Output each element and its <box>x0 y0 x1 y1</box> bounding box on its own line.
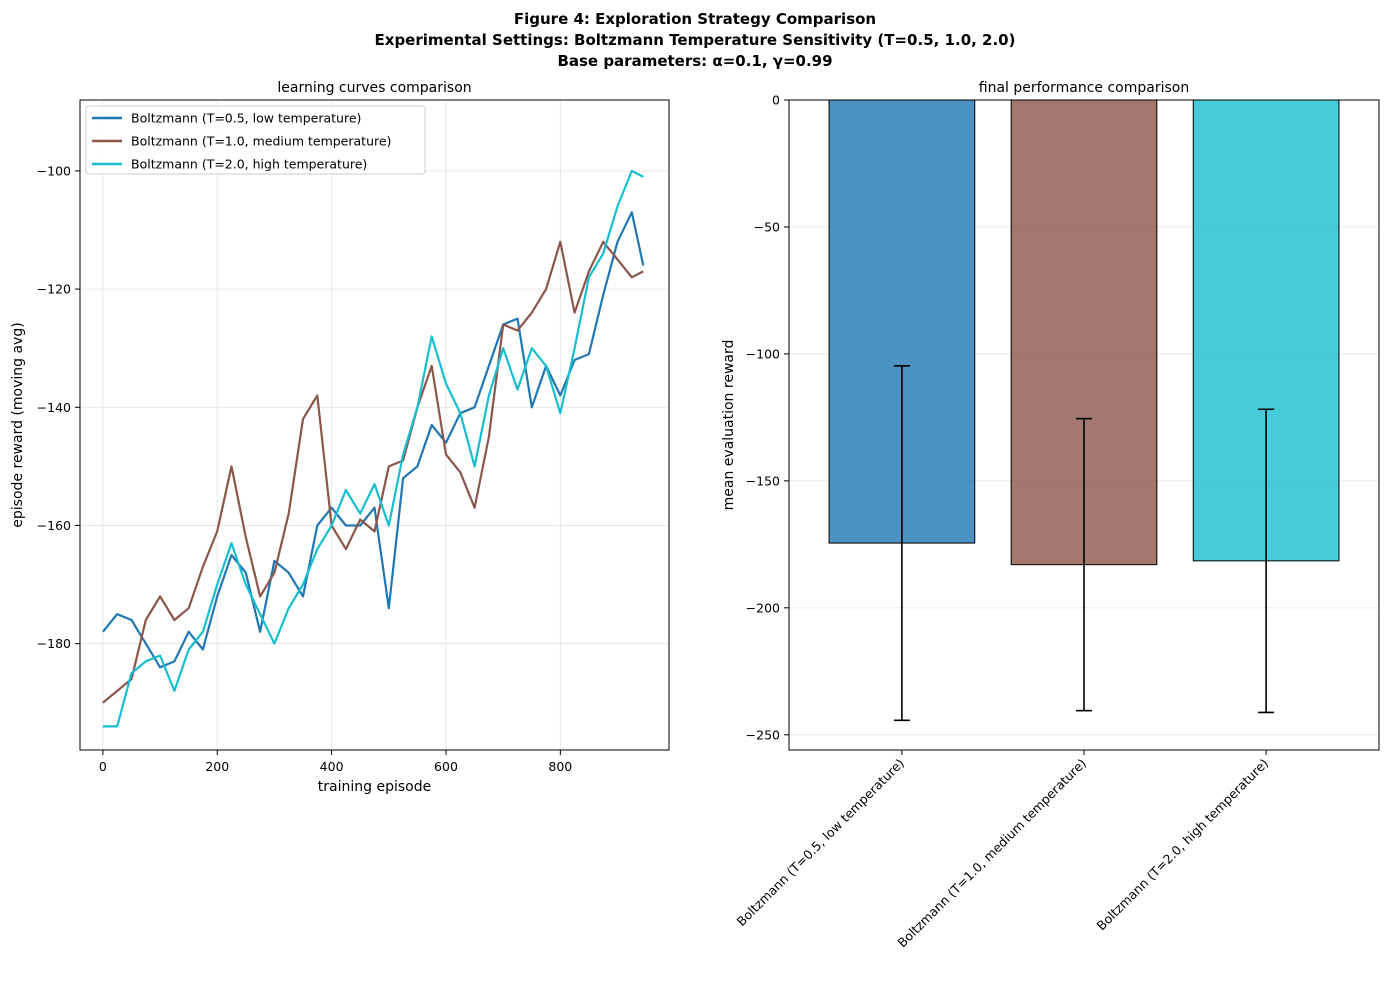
bar-y-tick-label: −250 <box>746 727 780 742</box>
legend-label-2: Boltzmann (T=1.0, medium temperature) <box>131 134 391 149</box>
bar-category-label-3: Boltzmann (T=2.0, high temperature) <box>1094 756 1272 934</box>
learning-curves-ticks: 0 200 400 600 800 −180 −160 −140 −120 −100 <box>37 163 573 774</box>
final-performance-bars <box>828 99 1340 722</box>
final-performance-ticks: 0 −50 −100 −150 −200 −250 Boltzmann (T=0.5, lo… <box>734 93 1272 951</box>
figure-title-line-1: Figure 4: Exploration Strategy Compariso… <box>514 10 876 28</box>
bar-y-tick-label: −200 <box>746 600 780 615</box>
legend-box <box>85 105 426 175</box>
learning-curves-title: learning curves comparison <box>277 80 471 96</box>
x-tick-label: 0 <box>99 759 107 774</box>
y-tick-label: −120 <box>37 282 71 297</box>
x-tick-label: 400 <box>320 759 344 774</box>
bar-category-label-1: Boltzmann (T=0.5, low temperature) <box>734 756 908 930</box>
x-tick-label: 200 <box>205 759 229 774</box>
learning-curves-legend: Boltzmann (T=0.5, low temperature) Boltzm… <box>85 105 426 175</box>
y-tick-label: −100 <box>37 163 71 178</box>
learning-curves-chart: learning curves comparison 0 200 400 600 800… <box>10 80 670 795</box>
x-tick-label: 800 <box>548 759 572 774</box>
final-performance-title: final performance comparison <box>979 80 1189 96</box>
final-performance-ylabel: mean evaluation reward <box>721 340 737 511</box>
learning-curves-grid <box>80 100 669 750</box>
bar-y-tick-label: −50 <box>754 219 780 234</box>
legend-label-3: Boltzmann (T=2.0, high temperature) <box>131 157 367 172</box>
bar-y-tick-label: −150 <box>746 473 780 488</box>
series-line-3 <box>102 169 644 728</box>
learning-curves-frame <box>79 99 670 751</box>
y-tick-label: −180 <box>37 636 71 651</box>
learning-curves-xlabel: training episode <box>318 779 431 795</box>
figure-title-line-3: Base parameters: α=0.1, γ=0.99 <box>557 52 832 70</box>
series-line-1 <box>102 211 645 669</box>
final-performance-chart: final performance comparison 0 −50 −100 −15… <box>721 80 1380 951</box>
figure-title-line-2: Experimental Settings: Boltzmann Tempera… <box>375 31 1016 49</box>
legend-label-1: Boltzmann (T=0.5, low temperature) <box>131 111 361 126</box>
x-tick-label: 600 <box>434 759 458 774</box>
y-tick-label: −160 <box>37 518 71 533</box>
learning-curves-ylabel: episode reward (moving avg) <box>10 322 26 527</box>
bar-category-label-2: Boltzmann (T=1.0, medium temperature) <box>894 756 1089 951</box>
y-tick-label: −140 <box>37 400 71 415</box>
series-line-2 <box>102 240 644 704</box>
bar-y-tick-label: 0 <box>772 93 780 108</box>
bar-y-tick-label: −100 <box>746 346 780 361</box>
learning-curves-lines <box>102 169 645 728</box>
